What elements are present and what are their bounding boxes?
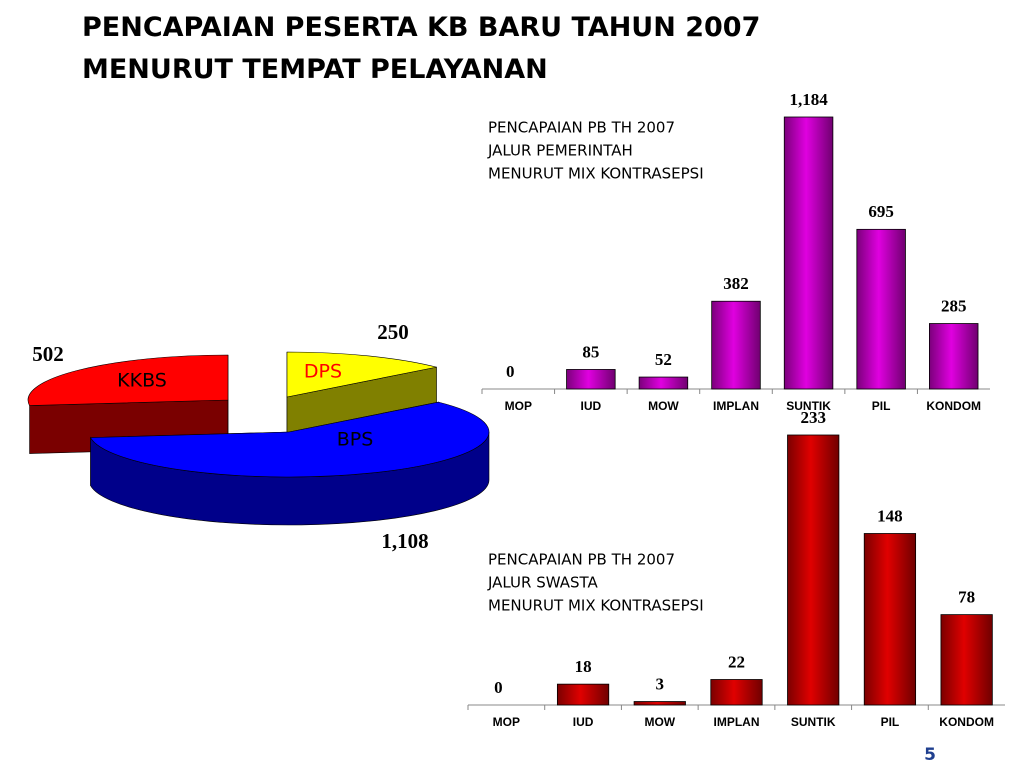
page-number: 5 [924,745,936,765]
x-tick-label: MOW [644,715,675,729]
slice-label: KKBS [117,370,167,392]
x-tick-label: IMPLAN [713,399,759,413]
value-label: 1,184 [789,90,828,109]
bar-shade [864,533,916,705]
value-label: 1,108 [381,529,428,553]
chart-annotation: PENCAPAIAN PB TH 2007 [488,551,675,569]
pie-slice [90,401,490,478]
value-label: 18 [575,657,592,676]
x-tick-label: KONDOM [939,715,994,729]
bar-shade [929,323,979,389]
bar-shade [784,117,833,389]
value-label: 250 [377,320,409,344]
bar-shade [634,701,686,705]
value-label: 0 [494,678,503,697]
chart-annotation: MENURUT MIX KONTRASEPSI [488,597,704,615]
pie-slice [286,351,437,398]
bar-shade [940,614,993,705]
bar-shade [711,301,761,389]
value-label: 148 [877,506,903,525]
chart-annotation: JALUR SWASTA [487,574,599,592]
chart-annotation: JALUR PEMERINTAH [487,142,633,160]
x-tick-label: MOW [648,399,679,413]
x-tick-label: MOP [493,715,520,729]
value-label: 695 [868,202,894,221]
value-label: 285 [941,296,967,315]
x-tick-label: IUD [581,399,602,413]
value-label: 3 [656,674,665,693]
x-tick-label: IMPLAN [714,715,760,729]
value-label: 0 [506,362,515,381]
slide-title: MENURUT TEMPAT PELAYANAN [82,54,548,85]
chart-annotation: MENURUT MIX KONTRASEPSI [488,165,704,183]
bar-shade [856,229,906,389]
bar-shade [710,679,763,705]
bar-shade [787,435,839,705]
value-label: 502 [32,342,64,366]
slice-label: BPS [337,429,374,451]
x-tick-label: PIL [881,715,900,729]
slice-label: DPS [304,361,342,383]
chart-annotation: PENCAPAIAN PB TH 2007 [488,119,675,137]
value-label: 78 [958,588,975,607]
x-tick-label: IUD [573,715,594,729]
x-tick-label: PIL [872,399,891,413]
value-label: 85 [582,342,599,361]
x-tick-label: SUNTIK [791,715,836,729]
value-label: 382 [723,274,749,293]
value-label: 22 [728,652,745,671]
value-label: 52 [655,350,672,369]
x-tick-label: KONDOM [926,399,981,413]
slide-title: PENCAPAIAN PESERTA KB BARU TAHUN 2007 [82,12,760,43]
bar-shade [566,369,616,389]
pie-slice [27,354,229,406]
bar-shade [639,377,688,389]
x-tick-label: SUNTIK [786,399,831,413]
bar-shade [557,684,609,705]
value-label: 233 [800,408,826,427]
x-tick-label: MOP [505,399,532,413]
